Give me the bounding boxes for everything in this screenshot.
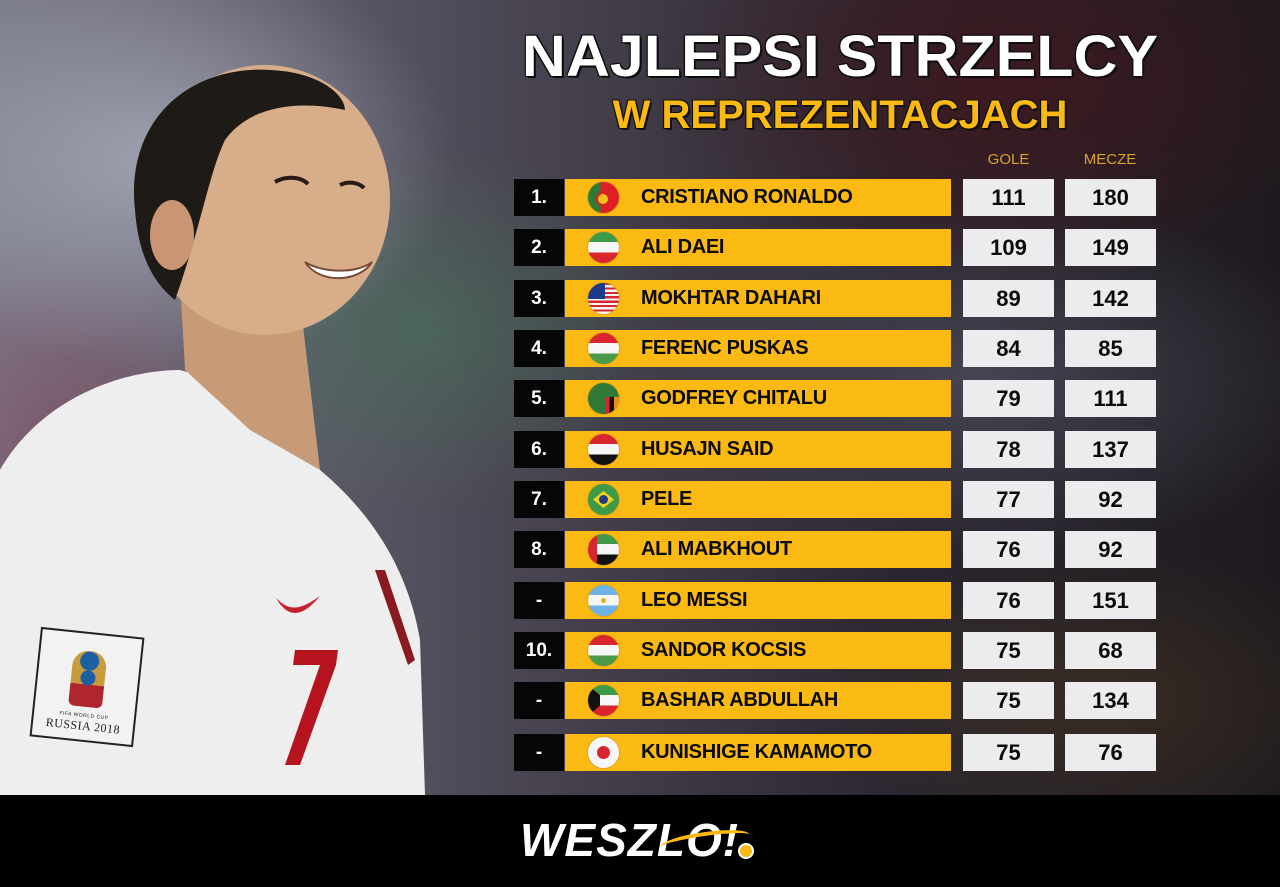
- hungary-flag-icon: [588, 333, 619, 364]
- table-row: - BASHAR ABDULLAH 75 134: [514, 682, 1156, 719]
- table-row: 8. ALI MABKHOUT 76 92: [514, 531, 1156, 568]
- goals-cell: 84: [963, 330, 1054, 367]
- matches-cell: 92: [1065, 531, 1156, 568]
- table-row: 6. HUSAJN SAID 78 137: [514, 431, 1156, 468]
- weszlo-logo: WESZLO!: [520, 814, 740, 866]
- matches-cell: 68: [1065, 632, 1156, 669]
- japan-flag-icon: [588, 737, 619, 768]
- name-bar: BASHAR ABDULLAH: [565, 682, 951, 719]
- rank-cell: 1.: [514, 179, 564, 216]
- rank-cell: 5.: [514, 380, 564, 417]
- column-header-goals: GOLE: [987, 151, 1030, 168]
- name-bar: CRISTIANO RONALDO: [565, 179, 951, 216]
- player-name: CRISTIANO RONALDO: [641, 186, 853, 208]
- page-title: NAJLEPSI STRZELCY: [521, 24, 1159, 89]
- name-bar: GODFREY CHITALU: [565, 380, 951, 417]
- matches-cell: 142: [1065, 280, 1156, 317]
- malaysia-flag-icon: [588, 283, 619, 314]
- matches-cell: 134: [1065, 682, 1156, 719]
- name-bar: SANDOR KOCSIS: [565, 632, 951, 669]
- matches-cell: 149: [1065, 229, 1156, 266]
- player-name: LEO MESSI: [641, 589, 748, 611]
- world-cup-badge: FIFA WORLD CUP RUSSIA 2018: [29, 626, 145, 748]
- table-row: 5. GODFREY CHITALU 79 111: [514, 380, 1156, 417]
- table-row: - KUNISHIGE KAMAMOTO 75 76: [514, 734, 1156, 771]
- player-name: PELE: [641, 488, 693, 510]
- rank-cell: 10.: [514, 632, 564, 669]
- player-name: ALI DAEI: [641, 236, 725, 258]
- name-bar: ALI DAEI: [565, 229, 951, 266]
- player-name: SANDOR KOCSIS: [641, 639, 807, 661]
- name-bar: LEO MESSI: [565, 582, 951, 619]
- matches-cell: 92: [1065, 481, 1156, 518]
- rank-cell: 7.: [514, 481, 564, 518]
- name-bar: MOKHTAR DAHARI: [565, 280, 951, 317]
- rank-cell: -: [514, 682, 564, 719]
- rank-cell: -: [514, 734, 564, 771]
- argentina-flag-icon: [588, 585, 619, 616]
- name-bar: FERENC PUSKAS: [565, 330, 951, 367]
- name-bar: ALI MABKHOUT: [565, 531, 951, 568]
- matches-cell: 111: [1065, 380, 1156, 417]
- goals-cell: 75: [963, 632, 1054, 669]
- name-bar: PELE: [565, 481, 951, 518]
- football-icon: [738, 843, 754, 859]
- player-name: BASHAR ABDULLAH: [641, 689, 838, 711]
- hungary-flag-icon: [588, 635, 619, 666]
- matches-cell: 180: [1065, 179, 1156, 216]
- rank-cell: 8.: [514, 531, 564, 568]
- table-row: 10. SANDOR KOCSIS 75 68: [514, 632, 1156, 669]
- goals-cell: 89: [963, 280, 1054, 317]
- iraq-flag-icon: [588, 434, 619, 465]
- player-name: KUNISHIGE KAMAMOTO: [641, 741, 872, 763]
- name-bar: KUNISHIGE KAMAMOTO: [565, 734, 951, 771]
- goals-cell: 75: [963, 734, 1054, 771]
- table-row: 7. PELE 77 92: [514, 481, 1156, 518]
- matches-cell: 137: [1065, 431, 1156, 468]
- player-name: ALI MABKHOUT: [641, 538, 792, 560]
- kuwait-flag-icon: [588, 685, 619, 716]
- goals-cell: 77: [963, 481, 1054, 518]
- zambia-flag-icon: [588, 383, 619, 414]
- uae-flag-icon: [588, 534, 619, 565]
- goals-cell: 76: [963, 531, 1054, 568]
- rank-cell: 4.: [514, 330, 564, 367]
- matches-cell: 76: [1065, 734, 1156, 771]
- rank-cell: 3.: [514, 280, 564, 317]
- rank-cell: 2.: [514, 229, 564, 266]
- table-row: 3. MOKHTAR DAHARI 89 142: [514, 280, 1156, 317]
- name-bar: HUSAJN SAID: [565, 431, 951, 468]
- brazil-flag-icon: [588, 484, 619, 515]
- table-row: - LEO MESSI 76 151: [514, 582, 1156, 619]
- table-row: 2. ALI DAEI 109 149: [514, 229, 1156, 266]
- page-subtitle: W REPREZENTACJACH: [612, 93, 1068, 137]
- goals-cell: 75: [963, 682, 1054, 719]
- rank-cell: 6.: [514, 431, 564, 468]
- player-name: GODFREY CHITALU: [641, 387, 827, 409]
- player-name: MOKHTAR DAHARI: [641, 287, 821, 309]
- player-name: FERENC PUSKAS: [641, 337, 809, 359]
- table-row: 4. FERENC PUSKAS 84 85: [514, 330, 1156, 367]
- portugal-flag-icon: [588, 182, 619, 213]
- player-name: HUSAJN SAID: [641, 438, 774, 460]
- goals-cell: 79: [963, 380, 1054, 417]
- rank-cell: -: [514, 582, 564, 619]
- goals-cell: 76: [963, 582, 1054, 619]
- table-row: 1. CRISTIANO RONALDO 111 180: [514, 179, 1156, 216]
- goals-cell: 78: [963, 431, 1054, 468]
- matches-cell: 85: [1065, 330, 1156, 367]
- footer-bar: [0, 795, 1280, 887]
- badge-big-text: RUSSIA 2018: [45, 714, 121, 737]
- column-header-matches: MECZE: [1083, 151, 1137, 168]
- goals-cell: 111: [963, 179, 1054, 216]
- matches-cell: 151: [1065, 582, 1156, 619]
- iran-flag-icon: [588, 232, 619, 263]
- world-cup-trophy-icon: [68, 649, 108, 709]
- goals-cell: 109: [963, 229, 1054, 266]
